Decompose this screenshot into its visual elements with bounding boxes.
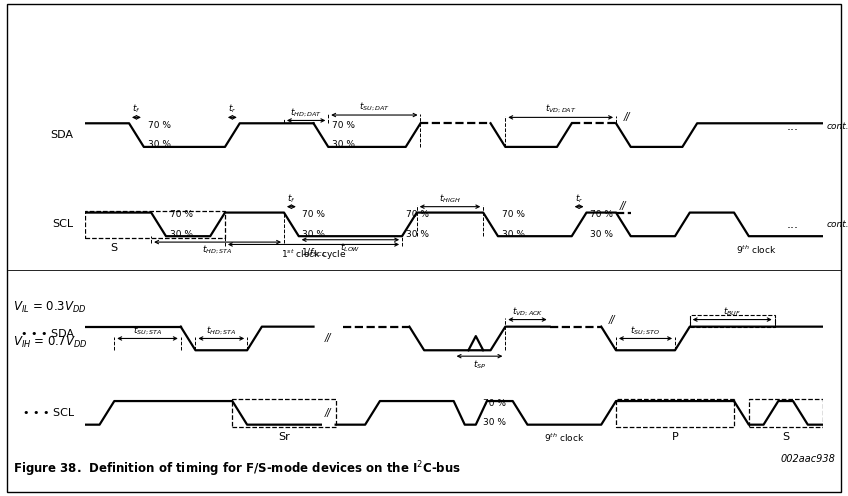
Text: $t_{HD;DAT}$: $t_{HD;DAT}$ [290,107,322,119]
Text: 002aac938: 002aac938 [780,454,835,464]
Text: $V_{IH}$ = 0.7$V_{DD}$: $V_{IH}$ = 0.7$V_{DD}$ [13,335,87,350]
Text: $t_f$: $t_f$ [132,103,141,116]
Text: 30 %: 30 % [332,140,355,149]
Text: 30 %: 30 % [405,230,429,239]
Text: 9$^{th}$ clock: 9$^{th}$ clock [736,243,777,255]
Text: S: S [782,432,789,442]
Text: 30 %: 30 % [502,230,525,239]
Text: $V_{IL}$ = 0.3$V_{DD}$: $V_{IL}$ = 0.3$V_{DD}$ [13,300,86,315]
Bar [689,315,774,327]
Text: • • • SDA: • • • SDA [20,329,74,339]
Text: $t_{VD;DAT}$: $t_{VD;DAT}$ [545,103,577,116]
Text: $t_f$: $t_f$ [287,192,296,205]
Bar [85,211,225,238]
Text: $t_{SU;STO}$: $t_{SU;STO}$ [630,324,661,337]
Text: $t_{SU;STA}$: $t_{SU;STA}$ [133,324,162,337]
Text: cont.: cont. [826,220,848,229]
Text: ...: ... [787,218,799,231]
Text: 70 %: 70 % [148,121,170,130]
Text: $t_r$: $t_r$ [228,103,237,116]
Text: $t_{HD;STA}$: $t_{HD;STA}$ [203,244,232,256]
Text: cont.: cont. [826,123,848,131]
Text: 9$^{th}$ clock: 9$^{th}$ clock [544,432,584,444]
Text: $t_{HD;STA}$: $t_{HD;STA}$ [206,324,237,337]
Text: 70 %: 70 % [502,210,525,219]
Text: SCL: SCL [53,219,74,229]
Text: 30 %: 30 % [303,230,326,239]
Text: //: // [624,112,630,122]
Text: $t_{BUF}$: $t_{BUF}$ [723,305,741,317]
Text: //: // [325,408,332,418]
Text: 30 %: 30 % [483,418,506,427]
Text: //: // [620,201,627,211]
Text: P: P [672,432,678,442]
Text: SDA: SDA [51,130,74,140]
Text: 30 %: 30 % [590,230,613,239]
Bar [616,399,734,427]
Text: $t_{LOW}$: $t_{LOW}$ [340,241,360,253]
Text: 30 %: 30 % [170,230,192,239]
Text: Figure 38.  Definition of timing for F/S-mode devices on the I$^2$C-bus: Figure 38. Definition of timing for F/S-… [13,459,460,479]
Text: $t_{SP}$: $t_{SP}$ [473,358,486,371]
Bar [232,399,336,427]
Text: 70 %: 70 % [170,210,192,219]
Text: S: S [111,243,118,253]
Text: $1 / f_{SCL}$: $1 / f_{SCL}$ [301,247,326,259]
Text: 70 %: 70 % [332,121,355,130]
Text: $t_{HIGH}$: $t_{HIGH}$ [439,192,460,205]
Text: //: // [325,333,332,343]
Text: 70 %: 70 % [303,210,326,219]
Text: 30 %: 30 % [148,140,170,149]
Text: $t_r$: $t_r$ [575,192,583,205]
Text: 70 %: 70 % [405,210,429,219]
Text: $t_{SU;DAT}$: $t_{SU;DAT}$ [359,101,390,113]
Text: • • • SCL: • • • SCL [23,408,74,418]
Text: 70 %: 70 % [590,210,613,219]
Text: //: // [609,315,616,325]
Text: $t_{VD;ACK}$: $t_{VD;ACK}$ [512,306,543,317]
Text: 70 %: 70 % [483,399,506,408]
Bar [749,399,823,427]
Text: Sr: Sr [278,432,290,442]
Text: 1$^{st}$ clock cycle: 1$^{st}$ clock cycle [281,248,346,262]
Text: ...: ... [787,121,799,133]
